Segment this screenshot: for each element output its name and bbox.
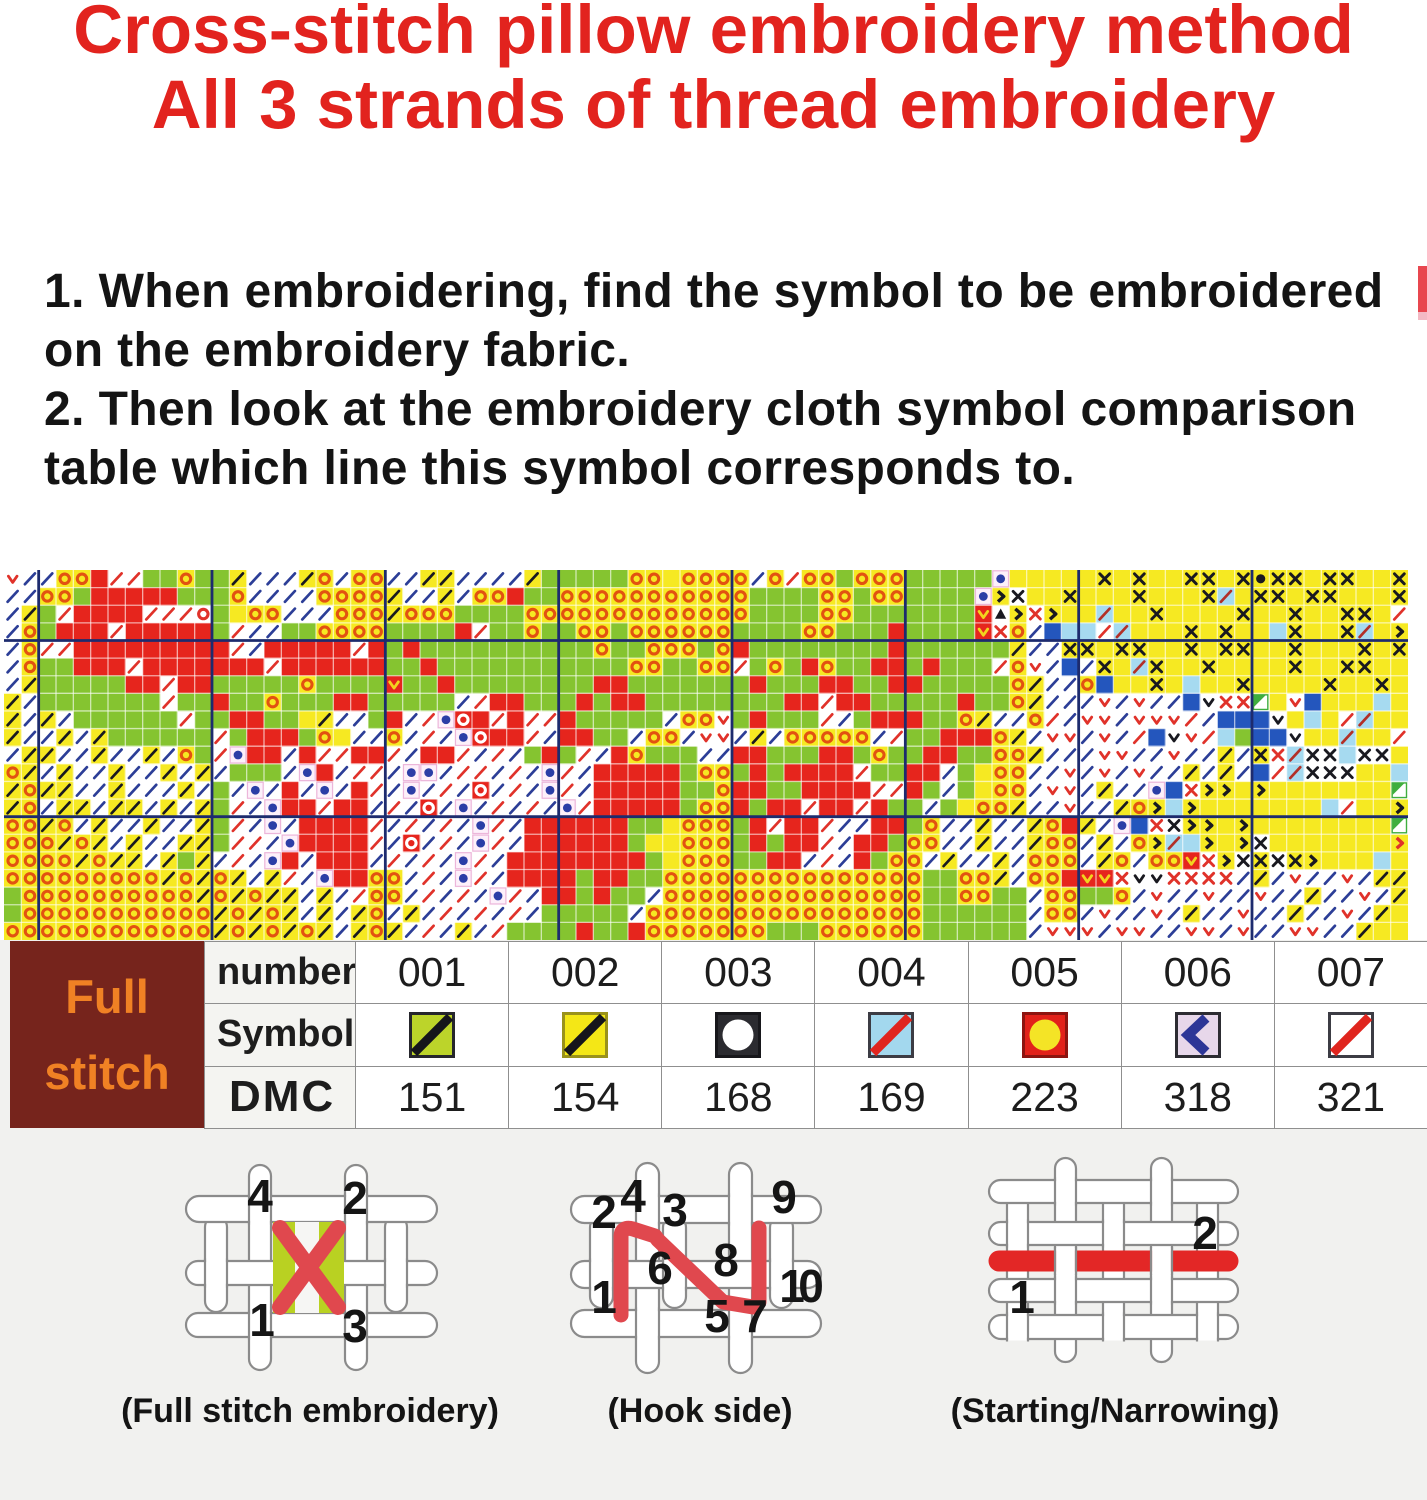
title-line-1: Cross-stitch pillow embroidery method (73, 0, 1354, 68)
svg-text:9: 9 (771, 1171, 797, 1223)
instruction-line-3: 2. Then look at the embroidery cloth sym… (44, 383, 1357, 436)
full-stitch-label-line-2: stitch (44, 1045, 170, 1099)
number-cell-007: 007 (1273, 941, 1427, 1005)
cross-stitch-pattern-chart (4, 570, 1409, 941)
diagram-hook-side-svg: 2 4 3 96 81 5 710 (569, 1161, 824, 1375)
symbol-cell-002 (508, 1003, 663, 1067)
number-cell-004: 004 (814, 941, 969, 1005)
svg-text:8: 8 (713, 1234, 739, 1286)
symbol-circle-icon (715, 1011, 762, 1058)
symbol-table-grid: number 001 002 003 004 005 006 007 Symbol DMC 151 1… (204, 941, 1427, 1129)
page-title: Cross-stitch pillow embroidery method Al… (0, 0, 1427, 142)
instruction-line-4: table which line this symbol corresponds… (44, 442, 1076, 495)
chart-svg (4, 570, 1409, 941)
number-cell-001: 001 (355, 941, 510, 1005)
number-cell-003: 003 (661, 941, 816, 1005)
diagram-hook-side: 2 4 3 9 6 8 1 5 7 1 0 (Hook side) (555, 1150, 845, 1430)
symbol-cell-004 (814, 1003, 969, 1067)
row-header-dmc: DMC (204, 1065, 356, 1129)
symbol-stripe-icon (409, 1011, 456, 1058)
symbol-cell-003 (661, 1003, 816, 1067)
edge-artifact (1418, 266, 1427, 320)
symbol-cell-007 (1273, 1003, 1427, 1067)
symbol-cell-001 (355, 1003, 510, 1067)
title-line-2: All 3 strands of thread embroidery (151, 66, 1276, 143)
symbol-table: Full stitch number 001 002 003 004 005 006 007 S… (0, 941, 1427, 1129)
dmc-cell-007: 321 (1273, 1065, 1427, 1129)
diagram-full-stitch: 4 2 1 3 (Full stitch embroidery) (121, 1150, 499, 1430)
row-header-symbol: Symbol (204, 1003, 356, 1067)
symbol-stripe-icon (868, 1011, 915, 1058)
dmc-cell-004: 169 (814, 1065, 969, 1129)
dmc-cell-006: 318 (1120, 1065, 1275, 1129)
dmc-cell-002: 154 (508, 1065, 663, 1129)
caption-starting-narrowing: (Starting/Narrowing) (950, 1392, 1280, 1430)
instruction-line-2: on the embroidery fabric. (44, 324, 631, 377)
svg-text:7: 7 (742, 1290, 768, 1342)
svg-text:2: 2 (1192, 1207, 1218, 1259)
svg-text:1: 1 (591, 1271, 617, 1323)
svg-text:0: 0 (798, 1260, 824, 1312)
symbol-chevron-icon (1174, 1011, 1221, 1058)
dmc-cell-001: 151 (355, 1065, 510, 1129)
svg-text:2: 2 (591, 1186, 617, 1238)
number-cell-006: 006 (1120, 941, 1275, 1005)
svg-text:2: 2 (342, 1172, 368, 1224)
caption-hook-side: (Hook side) (607, 1392, 793, 1430)
symbol-circle-icon (1021, 1011, 1068, 1058)
svg-text:6: 6 (647, 1242, 673, 1294)
dmc-cell-005: 223 (967, 1065, 1122, 1129)
svg-text:1: 1 (249, 1294, 275, 1346)
svg-text:4: 4 (247, 1170, 273, 1222)
stitch-diagrams: 4 2 1 3 (Full stitch embroidery) 2 4 3 9 6 8 1 5 7 1 0(… (0, 1150, 1427, 1500)
svg-text:3: 3 (342, 1300, 368, 1352)
diagram-starting-narrowing: 1 2 (Starting/Narrowing) (951, 1150, 1279, 1430)
full-stitch-label: Full stitch (10, 941, 204, 1128)
svg-text:5: 5 (704, 1290, 730, 1342)
symbol-stripe-icon (1327, 1011, 1374, 1058)
diagram-starting-narrowing-svg: 12 (987, 1156, 1240, 1364)
row-header-number: number (204, 941, 356, 1005)
symbol-cell-006 (1120, 1003, 1275, 1067)
full-stitch-label-line-1: Full (65, 969, 149, 1023)
svg-text:1: 1 (1009, 1271, 1035, 1323)
instructions: 1. When embroidering, find the symbol to… (44, 262, 1427, 498)
number-cell-005: 005 (967, 941, 1122, 1005)
diagram-full-stitch-svg: 4 2 1 3 (184, 1163, 439, 1372)
number-cell-002: 002 (508, 941, 663, 1005)
symbol-cell-005 (967, 1003, 1122, 1067)
dmc-cell-003: 168 (661, 1065, 816, 1129)
svg-text:4: 4 (620, 1170, 646, 1222)
symbol-stripe-icon (562, 1011, 609, 1058)
svg-text:3: 3 (662, 1184, 688, 1236)
svg-text:1: 1 (779, 1260, 805, 1312)
instruction-line-1: 1. When embroidering, find the symbol to… (44, 265, 1384, 318)
caption-full-stitch: (Full stitch embroidery) (121, 1392, 499, 1430)
